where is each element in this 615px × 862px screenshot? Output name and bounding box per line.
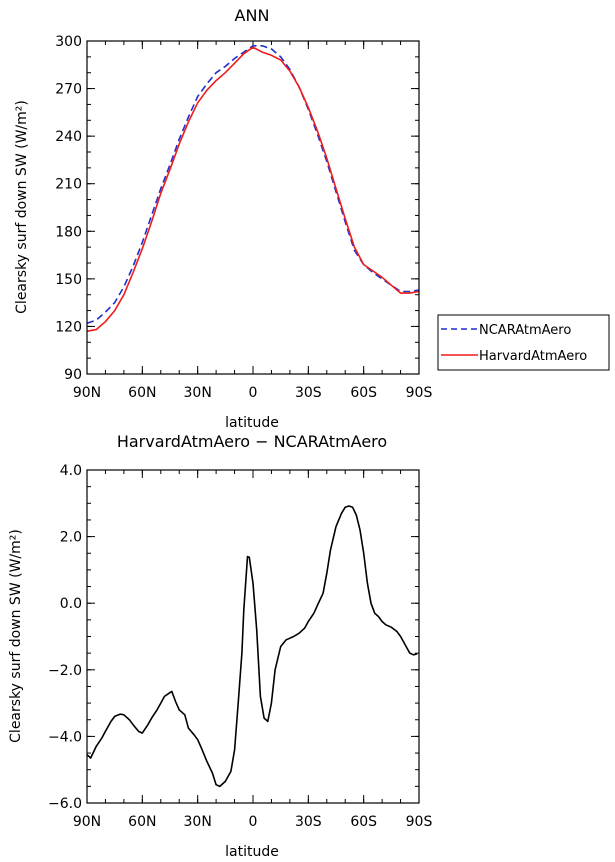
y-tick-label: 0.0 xyxy=(60,596,82,612)
y-tick-label: 120 xyxy=(55,319,82,335)
y-tick-label: −2.0 xyxy=(48,663,82,679)
legend-box xyxy=(437,314,610,371)
top-panel-xlabel: latitude xyxy=(225,415,279,431)
y-tick-label: 270 xyxy=(55,82,82,98)
bottom-panel-frame xyxy=(86,469,420,804)
top-series-line-harvardatmaero xyxy=(86,46,420,332)
x-tick-label: 0 xyxy=(249,814,258,830)
top-panel-title: ANN xyxy=(235,6,270,25)
y-tick-label: 150 xyxy=(55,272,82,288)
bottom-series-line-difference xyxy=(86,505,418,788)
top-series-line-ncaratmaero xyxy=(86,44,420,325)
x-tick-label: 60S xyxy=(350,385,377,401)
x-tick-label: 0 xyxy=(249,385,258,401)
y-tick-label: 180 xyxy=(55,224,82,240)
y-tick-label: 4.0 xyxy=(60,463,82,479)
y-tick-label: −6.0 xyxy=(48,796,82,812)
x-tick-label: 90N xyxy=(73,385,101,401)
x-tick-label: 90S xyxy=(406,385,433,401)
top-panel: ANN 90 120 150 180 210 240 270 300 90N 60N 30N 0 30S… xyxy=(14,6,432,431)
y-tick-label: 300 xyxy=(55,34,82,50)
legend-label-harvard: HarvardAtmAero xyxy=(479,349,587,364)
y-tick-label: 240 xyxy=(55,129,82,145)
y-tick-label: 210 xyxy=(55,177,82,193)
x-tick-label: 60N xyxy=(128,385,156,401)
bottom-panel-title: HarvardAtmAero − NCARAtmAero xyxy=(117,432,387,451)
x-tick-label: 60N xyxy=(128,814,156,830)
top-panel-frame xyxy=(86,40,420,375)
top-panel-lines xyxy=(86,44,420,332)
bottom-panel-ticks: −6.0 −4.0 −2.0 0.0 2.0 4.0 90N 60N 30N 0 30S 60S 90S xyxy=(48,463,432,830)
x-tick-label: 60S xyxy=(350,814,377,830)
x-tick-label: 30S xyxy=(295,385,322,401)
bottom-panel-ylabel: Clearsky surf down SW (W/m²) xyxy=(8,529,24,743)
x-tick-label: 30N xyxy=(184,814,212,830)
y-tick-label: 90 xyxy=(64,367,82,383)
bottom-panel-xlabel: latitude xyxy=(225,844,279,860)
y-tick-label: 2.0 xyxy=(60,530,82,546)
x-tick-label: 90S xyxy=(406,814,433,830)
bottom-panel: HarvardAtmAero − NCARAtmAero −6.0 −4.0 −2.… xyxy=(8,432,432,860)
bottom-panel-lines xyxy=(86,505,418,788)
x-tick-label: 90N xyxy=(73,814,101,830)
x-tick-label: 30S xyxy=(295,814,322,830)
x-tick-label: 30N xyxy=(184,385,212,401)
top-panel-ticks: 90 120 150 180 210 240 270 300 90N 60N 30N 0 30S 60S 9… xyxy=(55,34,432,401)
top-panel-ylabel: Clearsky surf down SW (W/m²) xyxy=(14,100,30,314)
y-tick-label: −4.0 xyxy=(48,729,82,745)
legend-label-ncar: NCARAtmAero xyxy=(479,323,571,338)
legend: NCARAtmAero HarvardAtmAero xyxy=(437,314,610,371)
